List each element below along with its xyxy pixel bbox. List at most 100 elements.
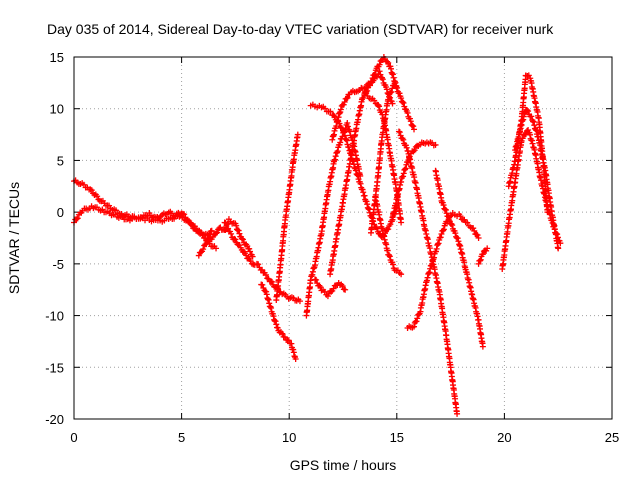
data-point [94,193,101,200]
data-point [396,129,403,136]
x-axis-label: GPS time / hours [290,457,397,473]
data-point [369,75,376,82]
data-point [243,252,250,259]
data-point [197,249,204,256]
data-point [328,288,335,295]
data-point [394,84,401,91]
data-point [475,235,482,241]
data-point [268,278,275,285]
data-point [144,213,151,220]
data-point [413,318,420,325]
data-point [262,271,269,278]
data-point [294,131,301,138]
x-tick-label: 25 [605,430,619,445]
data-point [376,68,383,75]
data-point [355,176,362,183]
data-point [411,126,418,133]
data-point [470,225,477,232]
data-point [181,211,188,218]
data-point [464,219,471,226]
data-point [445,213,452,220]
data-point [385,226,392,233]
data-point [188,221,195,228]
data-point [398,219,405,226]
data-point [473,231,480,238]
data-point [352,167,359,174]
data-point [88,187,95,194]
data-point [555,245,562,252]
axis-ticks [73,56,613,420]
data-point [398,95,405,102]
data-point [337,106,344,113]
data-point [354,171,361,178]
x-tick-label: 15 [390,430,404,445]
data-point [449,222,456,229]
data-point [361,192,368,199]
data-point [383,86,390,93]
data-point [249,253,256,260]
x-tick-label: 0 [70,430,77,445]
data-point [259,281,266,288]
data-point [235,227,242,234]
data-point [402,165,409,172]
data-point [477,257,484,264]
chart-title: Day 035 of 2014, Sidereal Day-to-day VTE… [47,21,554,37]
data-point [363,198,370,205]
data-point [372,70,379,77]
y-tick-label: -5 [52,257,64,272]
data-point [525,72,532,79]
data-point [222,219,229,226]
data-point [281,334,288,341]
data-point [443,210,450,217]
data-point [279,330,286,337]
data-point [208,227,215,234]
data-point [442,206,449,213]
data-point [238,235,245,242]
data-point [398,178,405,185]
data-point [403,144,410,151]
data-point [362,84,369,91]
data-points [71,54,564,417]
data-point [371,71,378,78]
data-point [440,226,447,233]
data-point [400,173,407,180]
data-point [236,230,243,237]
data-point [313,276,320,283]
data-point [484,245,491,252]
data-point [407,118,414,125]
data-point [236,242,243,249]
data-point [438,231,445,238]
x-tick-label: 20 [497,430,511,445]
data-point [340,101,347,108]
data-point [405,157,412,164]
data-point [316,282,323,289]
data-point [324,293,331,300]
plot-frame [73,56,613,420]
data-point [440,202,447,209]
data-point [377,71,384,78]
data-point [406,153,413,160]
data-point [195,252,202,259]
data-point [457,213,464,220]
x-tick-label: 5 [178,430,185,445]
y-tick-label: 0 [57,205,64,220]
data-point [344,94,351,101]
data-point [446,214,453,221]
data-point [343,95,350,102]
data-point [411,323,418,330]
data-point [379,76,386,83]
data-point [387,89,394,96]
data-point [528,113,535,120]
data-point [274,324,281,331]
data-point [398,271,405,278]
data-point [410,148,417,155]
data-point [454,410,461,417]
data-point [233,222,240,229]
data-point [200,246,207,253]
data-point [440,227,447,234]
data-point [255,261,262,268]
data-point [471,227,478,234]
data-point [375,102,382,109]
data-point [225,225,232,232]
